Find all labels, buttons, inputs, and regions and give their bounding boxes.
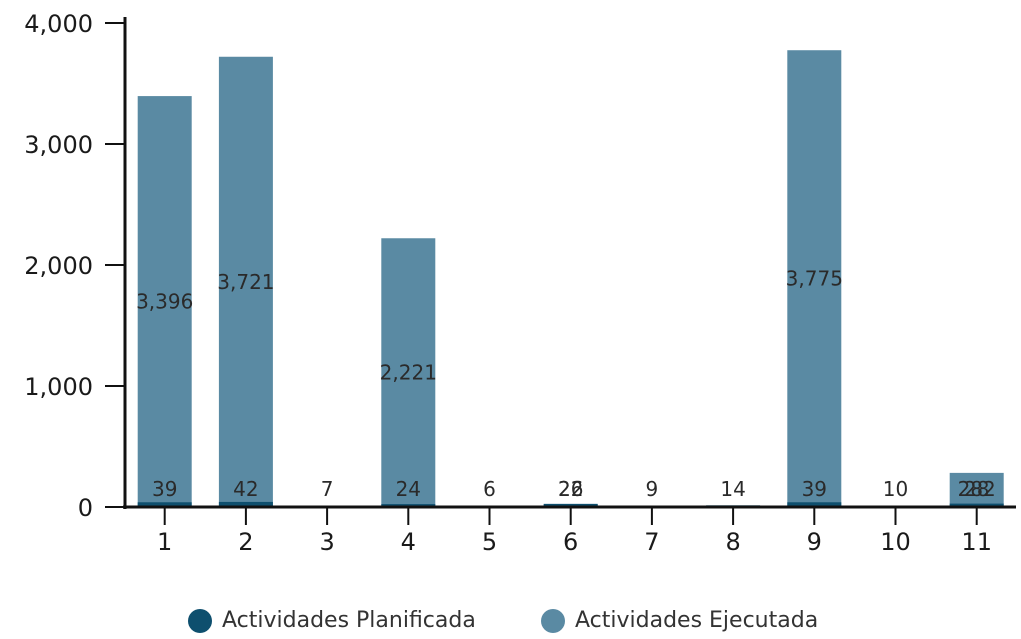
x-tick-label-4: 4 [401,528,416,556]
x-tick-label-10: 10 [880,528,911,556]
x-tick-label-7: 7 [644,528,659,556]
bar-chart: 0 1,000 2,000 3,000 4,000 1 2 3 4 5 6 7 8 9 10 11 3,396 3… [24,10,1016,556]
legend-marker-ejecutada [541,608,565,633]
x-tick-label-1: 1 [157,528,172,556]
bar-ejecutada-11 [949,472,1004,507]
data-label-planificada-10: 10 [883,477,908,501]
legend-label-ejecutada: Actividades Ejecutada [575,608,819,633]
x-tick-label-5: 5 [482,528,497,556]
legend-label-planificada: Actividades Planificada [222,608,476,633]
y-tick-label-1: 1,000 [24,373,93,401]
x-tick-label-11: 11 [961,528,992,556]
y-tick-label-0: 0 [78,494,93,522]
bar-planificada-6 [543,503,598,507]
legend-item-planificada[interactable]: Actividades Planificada [188,608,476,633]
data-label-planificada-3: 7 [321,477,334,501]
y-tick-label-4: 4,000 [24,10,93,38]
data-label-planificada-11: 28 [964,477,989,501]
x-tick-label-8: 8 [725,528,740,556]
data-label-planificada-1: 39 [152,477,177,501]
chart-legend: Actividades Planificada Actividades Ejec… [0,608,1021,638]
data-label-ejecutada-1: 3,396 [136,290,193,314]
x-tick-label-9: 9 [807,528,822,556]
legend-item-ejecutada[interactable]: Actividades Ejecutada [541,608,818,633]
data-label-planificada-2: 42 [233,477,258,501]
x-tick-label-6: 6 [563,528,578,556]
bar-planificada-9 [787,502,842,507]
bar-ejecutada-1 [137,96,192,508]
data-label-planificada-7: 9 [646,477,659,501]
bar-planificada-1 [137,502,192,507]
bar-ejecutada-9 [787,50,842,507]
data-label-planificada-6: 26 [558,477,583,501]
legend-marker-planificada [188,608,212,633]
data-label-planificada-8: 14 [720,477,745,501]
y-tick-label-2: 2,000 [24,252,93,280]
x-tick-label-3: 3 [319,528,334,556]
data-label-ejecutada-6: 22 [558,477,583,501]
data-label-ejecutada-11: 282 [958,477,996,501]
bar-planificada-11 [949,503,1004,507]
x-tick-label-2: 2 [238,528,253,556]
bar-planificada-2 [218,501,273,507]
data-label-ejecutada-9: 3,775 [786,267,843,291]
y-tick-label-3: 3,000 [24,131,93,159]
data-label-planificada-9: 39 [802,477,827,501]
data-label-ejecutada-4: 2,221 [380,361,437,385]
data-label-ejecutada-2: 3,721 [217,270,274,294]
bar-ejecutada-2 [218,56,273,507]
bar-ejecutada-4 [381,238,436,507]
data-label-planificada-5: 6 [483,477,496,501]
data-label-planificada-4: 24 [396,477,421,501]
